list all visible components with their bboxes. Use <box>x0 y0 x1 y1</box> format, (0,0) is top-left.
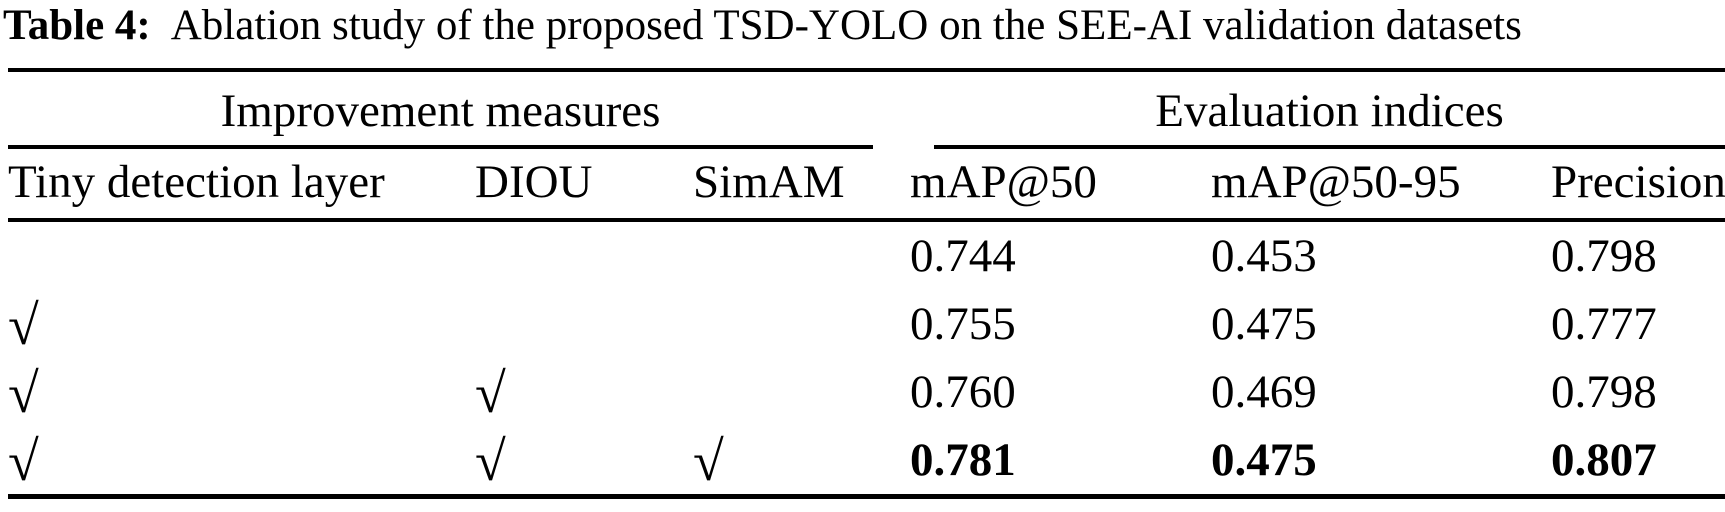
column-header-diou: DIOU <box>475 149 693 222</box>
table-caption-label: Table 4: <box>3 2 151 49</box>
precision-value: 0.798 <box>1551 229 1657 282</box>
map50-value: 0.755 <box>910 297 1016 350</box>
tiny-check-cell <box>8 220 475 290</box>
diou-check-cell <box>475 220 693 290</box>
map50-value: 0.744 <box>910 229 1016 282</box>
column-header-map50: mAP@50 <box>910 149 1212 222</box>
diou-check-cell: √ <box>475 362 506 425</box>
table-row: √ √ √ 0.781 0.475 0.807 <box>8 426 1725 499</box>
simam-check-cell <box>693 358 910 426</box>
group-header-row: Improvement measures Evaluation indices <box>8 70 1725 149</box>
map50-95-value: 0.475 <box>1211 426 1552 499</box>
diou-check-cell <box>475 290 693 358</box>
group-header-improvement: Improvement measures <box>8 72 874 149</box>
simam-check-cell: √ <box>693 426 911 499</box>
ablation-table: Improvement measures Evaluation indices … <box>8 68 1725 499</box>
table-row: √ 0.755 0.475 0.777 <box>8 290 1725 358</box>
table-row: √ √ 0.760 0.469 0.798 <box>8 358 1725 426</box>
precision-value: 0.798 <box>1551 365 1657 418</box>
precision-value: 0.807 <box>1551 426 1725 499</box>
column-header-tiny-detection-layer: Tiny detection layer <box>8 149 475 222</box>
map50-95-value: 0.453 <box>1211 229 1317 282</box>
table-row: 0.744 0.453 0.798 <box>8 220 1725 290</box>
map50-value: 0.760 <box>910 365 1016 418</box>
column-header-simam: SimAM <box>693 149 911 222</box>
simam-check-cell <box>693 220 910 290</box>
tiny-check-cell: √ <box>8 294 39 357</box>
diou-check-cell: √ <box>475 426 693 499</box>
table-caption: Table 4: Ablation study of the proposed T… <box>3 2 1723 49</box>
map50-value: 0.781 <box>910 426 1212 499</box>
tiny-check-cell: √ <box>8 426 475 499</box>
simam-check-cell <box>693 290 910 358</box>
column-header-row: Tiny detection layer DIOU SimAM mAP@50 m… <box>8 149 1725 222</box>
group-header-improvement-cell: Improvement measures <box>8 70 910 149</box>
group-header-evaluation: Evaluation indices <box>934 72 1725 149</box>
column-header-precision: Precision <box>1551 149 1725 222</box>
map50-95-value: 0.475 <box>1211 297 1317 350</box>
group-header-evaluation-cell: Evaluation indices <box>910 70 1725 149</box>
precision-value: 0.777 <box>1551 297 1657 350</box>
tiny-check-cell: √ <box>8 362 39 425</box>
column-header-map50-95: mAP@50-95 <box>1211 149 1552 222</box>
map50-95-value: 0.469 <box>1211 365 1317 418</box>
table-caption-text: Ablation study of the proposed TSD-YOLO … <box>170 2 1522 49</box>
